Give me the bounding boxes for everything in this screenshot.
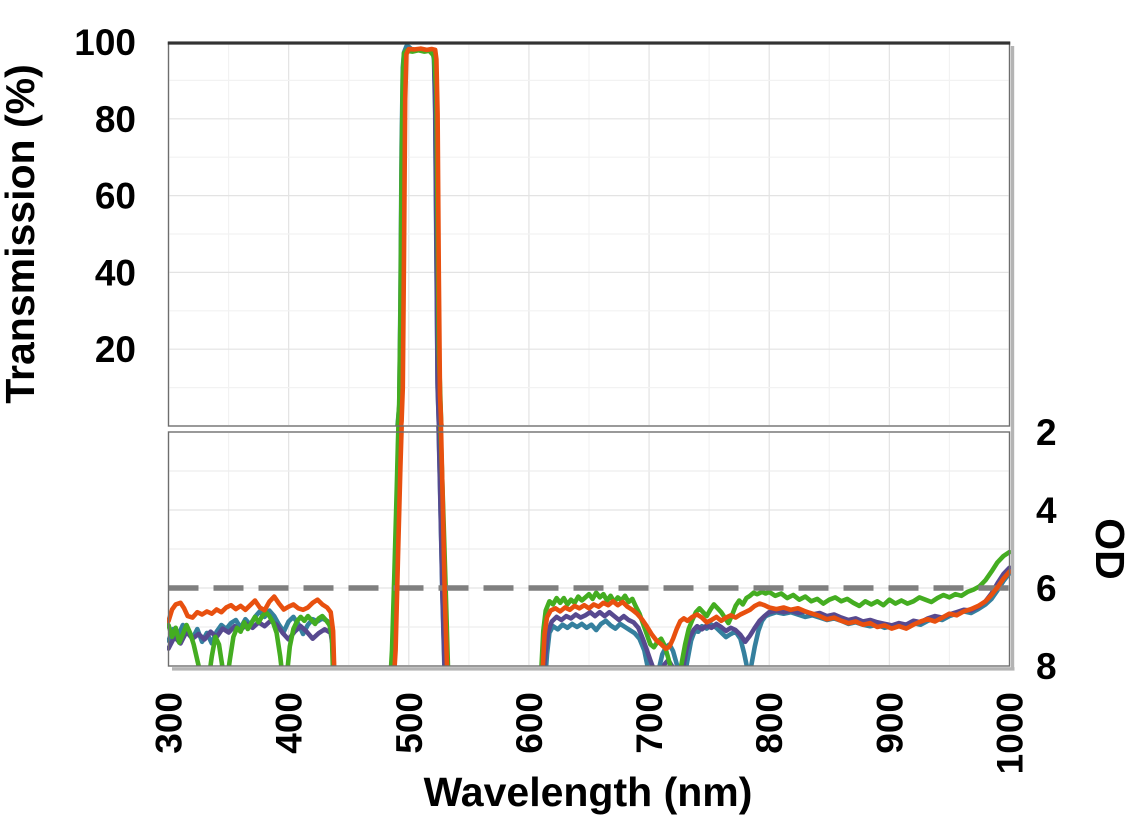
od-panel-border <box>167 431 1011 667</box>
trace-orange-od-panel <box>167 425 1012 667</box>
wavelength-tick-label: 1000 <box>990 692 1031 774</box>
transmission-tick-label: 60 <box>95 176 136 217</box>
right-shadow <box>1010 46 1015 670</box>
od-axis-title: OD <box>1087 518 1133 580</box>
transmission-tick-label: 20 <box>95 329 136 370</box>
transmission-tick-label: 80 <box>95 99 136 140</box>
transmission-tick-label: 40 <box>95 252 136 293</box>
wavelength-tick-label: 500 <box>389 692 430 754</box>
trace-purple-od-panel <box>167 425 1012 667</box>
od-tick-label: 6 <box>1036 568 1057 609</box>
transmission-axis-title: Transmission (%) <box>0 64 43 403</box>
od-tick-label: 4 <box>1036 490 1057 531</box>
gridlines <box>169 43 1009 665</box>
transmission-tick-label: 100 <box>74 22 136 63</box>
wavelength-tick-label: 400 <box>269 692 310 754</box>
traces-over <box>167 46 1012 667</box>
od-tick-label: 8 <box>1036 646 1057 687</box>
od-tick-label: 2 <box>1036 412 1057 453</box>
wavelength-tick-label: 600 <box>509 692 550 754</box>
wavelength-axis-title: Wavelength (nm) <box>424 769 753 815</box>
trace-green-od-panel <box>167 425 1012 667</box>
wavelength-tick-label: 300 <box>149 692 190 754</box>
wavelength-tick-label: 700 <box>629 692 670 754</box>
panel-frames <box>167 41 1015 671</box>
wavelength-tick-label: 900 <box>869 692 910 754</box>
tick-labels: 100 80 60 40 20 2 4 6 8 300 400 500 600 700 800 900 1000 <box>74 22 1057 774</box>
bottom-shadow <box>172 667 1015 671</box>
wavelength-tick-label: 800 <box>749 692 790 754</box>
